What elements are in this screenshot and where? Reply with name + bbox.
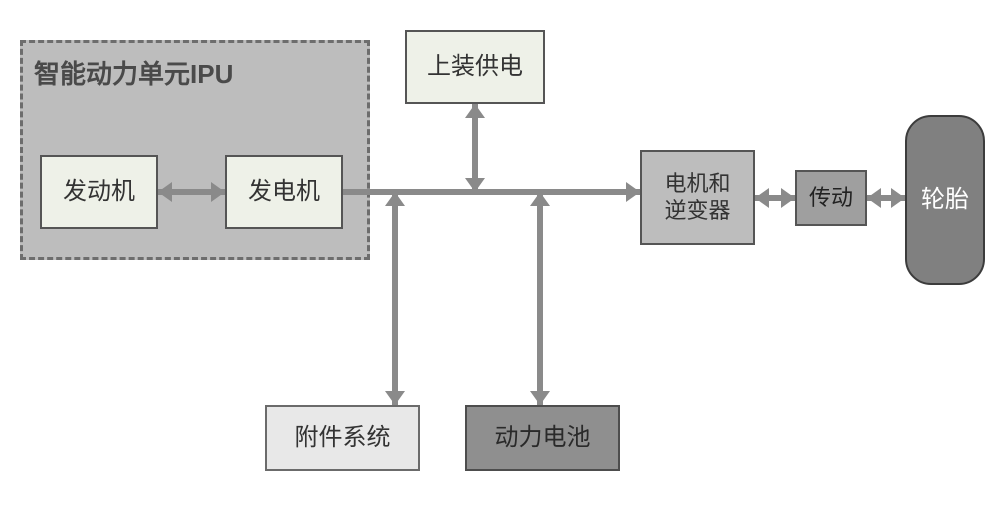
node-battery: 动力电池 bbox=[465, 405, 620, 471]
node-accessory: 附件系统 bbox=[265, 405, 420, 471]
node-generator: 发电机 bbox=[225, 155, 343, 229]
node-engine: 发动机 bbox=[40, 155, 158, 229]
node-trans: 传动 bbox=[795, 170, 867, 226]
diagram-stage: { "canvas": { "w": 1000, "h": 531, "bg":… bbox=[0, 0, 1000, 531]
node-motor-inverter: 电机和 逆变器 bbox=[640, 150, 755, 245]
ipu-title: 智能动力单元IPU bbox=[34, 54, 233, 91]
node-tire: 轮胎 bbox=[905, 115, 985, 285]
node-upper-power: 上装供电 bbox=[405, 30, 545, 104]
